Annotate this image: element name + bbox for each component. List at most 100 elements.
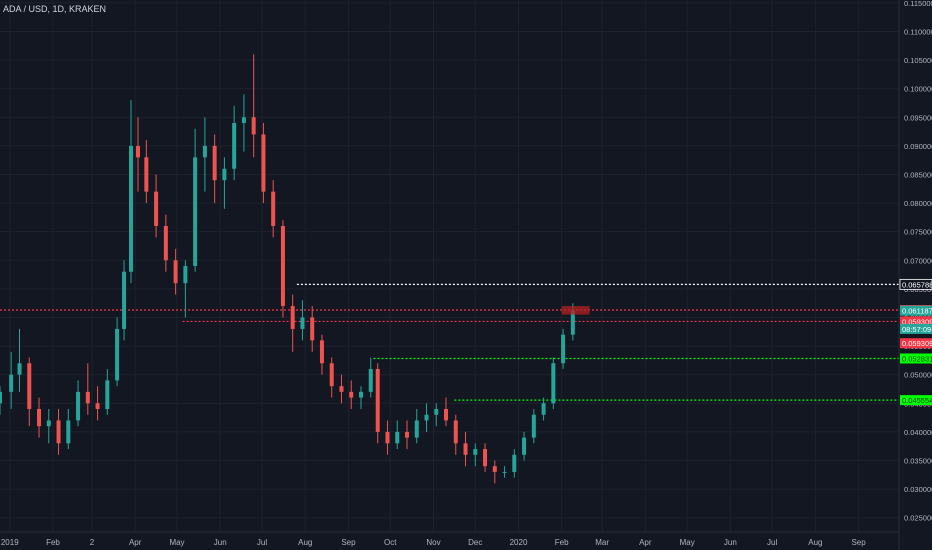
x-tick-label: Jul xyxy=(257,538,267,547)
x-tick-label: May xyxy=(680,538,695,547)
time-axis[interactable]: 2019 Feb 2 Apr May Jun Jul Aug Sep Oct Nov Dec 2020 F… xyxy=(1,538,866,547)
candle-body xyxy=(280,225,285,307)
price-label-badge xyxy=(899,278,932,290)
price-marker-text: 08:57:09 xyxy=(902,325,931,334)
x-tick-label: 2019 xyxy=(1,538,19,547)
candle-body xyxy=(375,368,380,432)
highlight-zone xyxy=(561,306,590,315)
candle-body xyxy=(395,431,400,444)
candle-body xyxy=(232,122,237,169)
candle-body xyxy=(512,454,517,472)
y-tick-label: 0.115000 xyxy=(904,0,932,8)
x-tick-label: Apr xyxy=(129,538,142,547)
candle-body xyxy=(502,471,507,473)
x-tick-label: Oct xyxy=(384,538,397,547)
candle-body xyxy=(85,391,90,404)
candle-body xyxy=(551,363,556,404)
candle-body xyxy=(424,414,429,421)
y-tick-label: 0.110000 xyxy=(904,27,932,36)
y-tick-label: 0.025000 xyxy=(904,514,932,523)
price-marker-text: 0.061187 xyxy=(902,307,932,316)
candle-body xyxy=(319,340,324,364)
price-label-text: 0.052831 xyxy=(902,354,932,363)
candle-body xyxy=(404,431,409,438)
candle-body xyxy=(385,431,390,444)
candle-body xyxy=(444,409,449,421)
price-marker-text: 0.059309 xyxy=(902,339,932,348)
price-marker-badge xyxy=(900,323,932,334)
candle-body xyxy=(522,437,527,455)
candle-body xyxy=(144,157,149,192)
x-tick-label: 2 xyxy=(90,538,95,547)
candle-body xyxy=(453,420,458,444)
candle-body xyxy=(483,449,488,467)
candle-body xyxy=(492,466,497,472)
x-tick-label: Feb xyxy=(46,538,60,547)
candle-body xyxy=(37,409,42,427)
candle-body xyxy=(129,145,134,272)
candle-body xyxy=(66,420,71,444)
candle-body xyxy=(570,310,575,335)
x-tick-label: Jul xyxy=(767,538,777,547)
x-tick-label: Aug xyxy=(298,538,312,547)
candle-body xyxy=(212,145,217,181)
candle-body xyxy=(473,449,478,455)
candle-body xyxy=(300,317,305,329)
x-tick-label: Sep xyxy=(851,538,866,547)
candle-body xyxy=(163,225,168,261)
price-label-text: 0.065788 xyxy=(902,280,932,289)
x-tick-label: May xyxy=(169,538,184,547)
candle-body xyxy=(541,403,546,415)
candle-body xyxy=(154,191,159,226)
price-label-text: 0.059309 xyxy=(902,317,932,326)
candle-body xyxy=(183,266,188,284)
price-label-badge xyxy=(900,353,932,364)
candle-body xyxy=(193,157,198,266)
price-labels: 0.0657880.0613020.0593090.0528310.045554… xyxy=(899,278,932,406)
candle-body xyxy=(531,414,536,438)
x-tick-label: Dec xyxy=(468,538,482,547)
candle-body xyxy=(358,391,363,398)
price-label-text: 0.045554 xyxy=(902,396,932,405)
zone-layer xyxy=(561,306,590,315)
candle-body xyxy=(310,317,315,341)
candle-body xyxy=(173,260,178,284)
x-tick-label: Aug xyxy=(808,538,822,547)
candles-layer xyxy=(0,54,575,484)
x-tick-label: Jun xyxy=(214,538,227,547)
candle-body xyxy=(290,306,295,329)
candle-body xyxy=(414,420,419,438)
candle-body xyxy=(115,328,120,381)
candle-body xyxy=(251,117,256,135)
grid-layer xyxy=(0,0,899,532)
symbol-title: ADA / USD, 1D, KRAKEN xyxy=(3,4,106,14)
candle-body xyxy=(463,443,468,455)
candle-body xyxy=(0,391,2,404)
x-tick-label: Nov xyxy=(426,538,440,547)
candle-body xyxy=(27,363,32,410)
x-tick-label: Jun xyxy=(724,538,737,547)
candle-body xyxy=(95,403,100,410)
x-tick-label: 2020 xyxy=(510,538,528,547)
levels-layer xyxy=(0,283,899,401)
x-tick-label: Feb xyxy=(555,538,569,547)
candle-body xyxy=(56,420,61,444)
candle-body xyxy=(17,363,22,375)
candle-body xyxy=(76,391,81,421)
candle-body xyxy=(368,368,373,392)
price-marker-badge xyxy=(900,305,932,316)
candle-body xyxy=(261,134,266,192)
candle-body xyxy=(202,145,207,158)
price-label-badge xyxy=(900,316,932,327)
